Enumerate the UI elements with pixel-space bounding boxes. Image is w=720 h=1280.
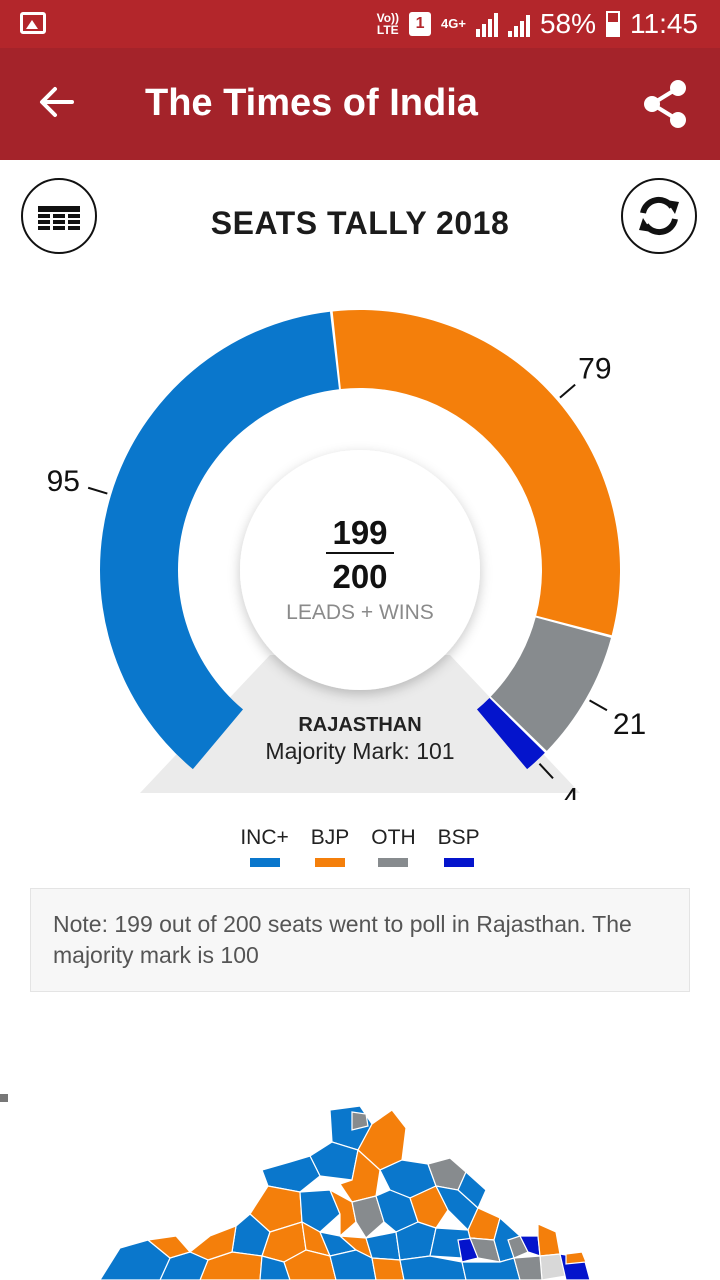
page-title: SEATS TALLY 2018 — [210, 205, 510, 241]
map-region[interactable] — [259, 1255, 291, 1280]
legend-item: INC+ — [240, 826, 289, 867]
map-region[interactable] — [351, 1111, 369, 1131]
legend-item: BSP — [438, 826, 480, 867]
battery-percent: 58% — [539, 8, 596, 39]
center-caption: LEADS + WINS — [286, 601, 434, 624]
donut-label-leader — [87, 486, 108, 495]
map-region[interactable] — [537, 1223, 561, 1257]
legend-label: BSP — [437, 826, 480, 849]
sim-icon: 1 — [409, 12, 432, 36]
signal-icon — [475, 11, 498, 37]
refresh-button[interactable] — [621, 178, 697, 254]
status-icons: Vo)) LTE 1 4G+ 58% 11:45 — [377, 8, 698, 40]
donut-labels: 95 79 21 4 — [47, 353, 647, 800]
chart-legend: INC+ BJP OTH BSP — [0, 826, 720, 867]
legend-swatch — [249, 858, 280, 867]
map-region[interactable] — [351, 1195, 385, 1239]
seats-donut-chart: 95 79 21 4 199 200 LEADS + WINS — [47, 310, 647, 800]
legend-swatch — [443, 858, 474, 867]
constituency-map[interactable] — [0, 1090, 720, 1280]
image-notification-icon — [20, 12, 46, 34]
donut-value-label: 95 — [47, 465, 80, 498]
legend-item: BJP — [310, 826, 350, 867]
donut-slice-bsp[interactable] — [476, 697, 545, 770]
signal-icon-2 — [507, 11, 530, 37]
donut-value-label: 79 — [578, 353, 611, 386]
map-region[interactable] — [146, 1235, 192, 1259]
donut-label-leader — [589, 699, 608, 712]
state-name: RAJASTHAN — [298, 714, 422, 736]
majority-mark: Majority Mark: 101 — [265, 738, 455, 764]
donut-arcs — [100, 310, 621, 770]
table-view-button[interactable] — [21, 178, 97, 254]
status-bar: Vo)) LTE 1 4G+ 58% 11:45 — [0, 0, 720, 48]
scroll-indicator — [0, 1094, 8, 1102]
arrow-left-icon[interactable] — [38, 84, 74, 120]
donut-slice-oth[interactable] — [490, 617, 611, 751]
legend-item: OTH — [371, 826, 416, 867]
map-region[interactable] — [409, 1185, 449, 1229]
map-region[interactable] — [461, 1257, 521, 1280]
legend-label: BJP — [310, 826, 350, 849]
battery-icon — [606, 11, 620, 37]
map-region[interactable] — [328, 1188, 357, 1238]
donut-slice-bjp[interactable] — [332, 310, 621, 636]
donut-value-label: 4 — [562, 782, 579, 800]
legend-label: INC+ — [240, 826, 289, 849]
app-title: The Times of India — [145, 82, 478, 124]
refresh-icon — [639, 196, 679, 236]
volte-indicator: Vo)) LTE — [376, 11, 400, 37]
legend-swatch — [315, 858, 346, 867]
legend-label: OTH — [371, 826, 416, 849]
map-region[interactable] — [513, 1255, 543, 1280]
map-region[interactable] — [565, 1251, 587, 1265]
map-region[interactable] — [299, 1189, 341, 1233]
donut-label-leader — [538, 762, 554, 780]
share-icon[interactable] — [640, 78, 690, 130]
map-region[interactable] — [399, 1255, 467, 1280]
donut-center-disc — [240, 450, 480, 690]
note-box: Note: 199 out of 200 seats went to poll … — [30, 888, 690, 992]
center-leads-value: 199 — [332, 514, 387, 551]
map-region[interactable] — [309, 1141, 359, 1181]
clock: 11:45 — [630, 8, 698, 39]
donut-slice-inc[interactable] — [100, 311, 339, 770]
map-region[interactable] — [365, 1231, 401, 1261]
majority-panel-background — [140, 655, 580, 793]
donut-value-label: 21 — [613, 708, 646, 741]
legend-swatch — [378, 858, 409, 867]
app-bar: The Times of India — [0, 48, 720, 160]
center-total-seats: 200 — [332, 558, 387, 595]
map-region[interactable] — [371, 1257, 405, 1280]
table-icon — [38, 206, 80, 230]
network-type: 4G+ — [441, 16, 466, 31]
donut-label-leader — [559, 383, 576, 399]
